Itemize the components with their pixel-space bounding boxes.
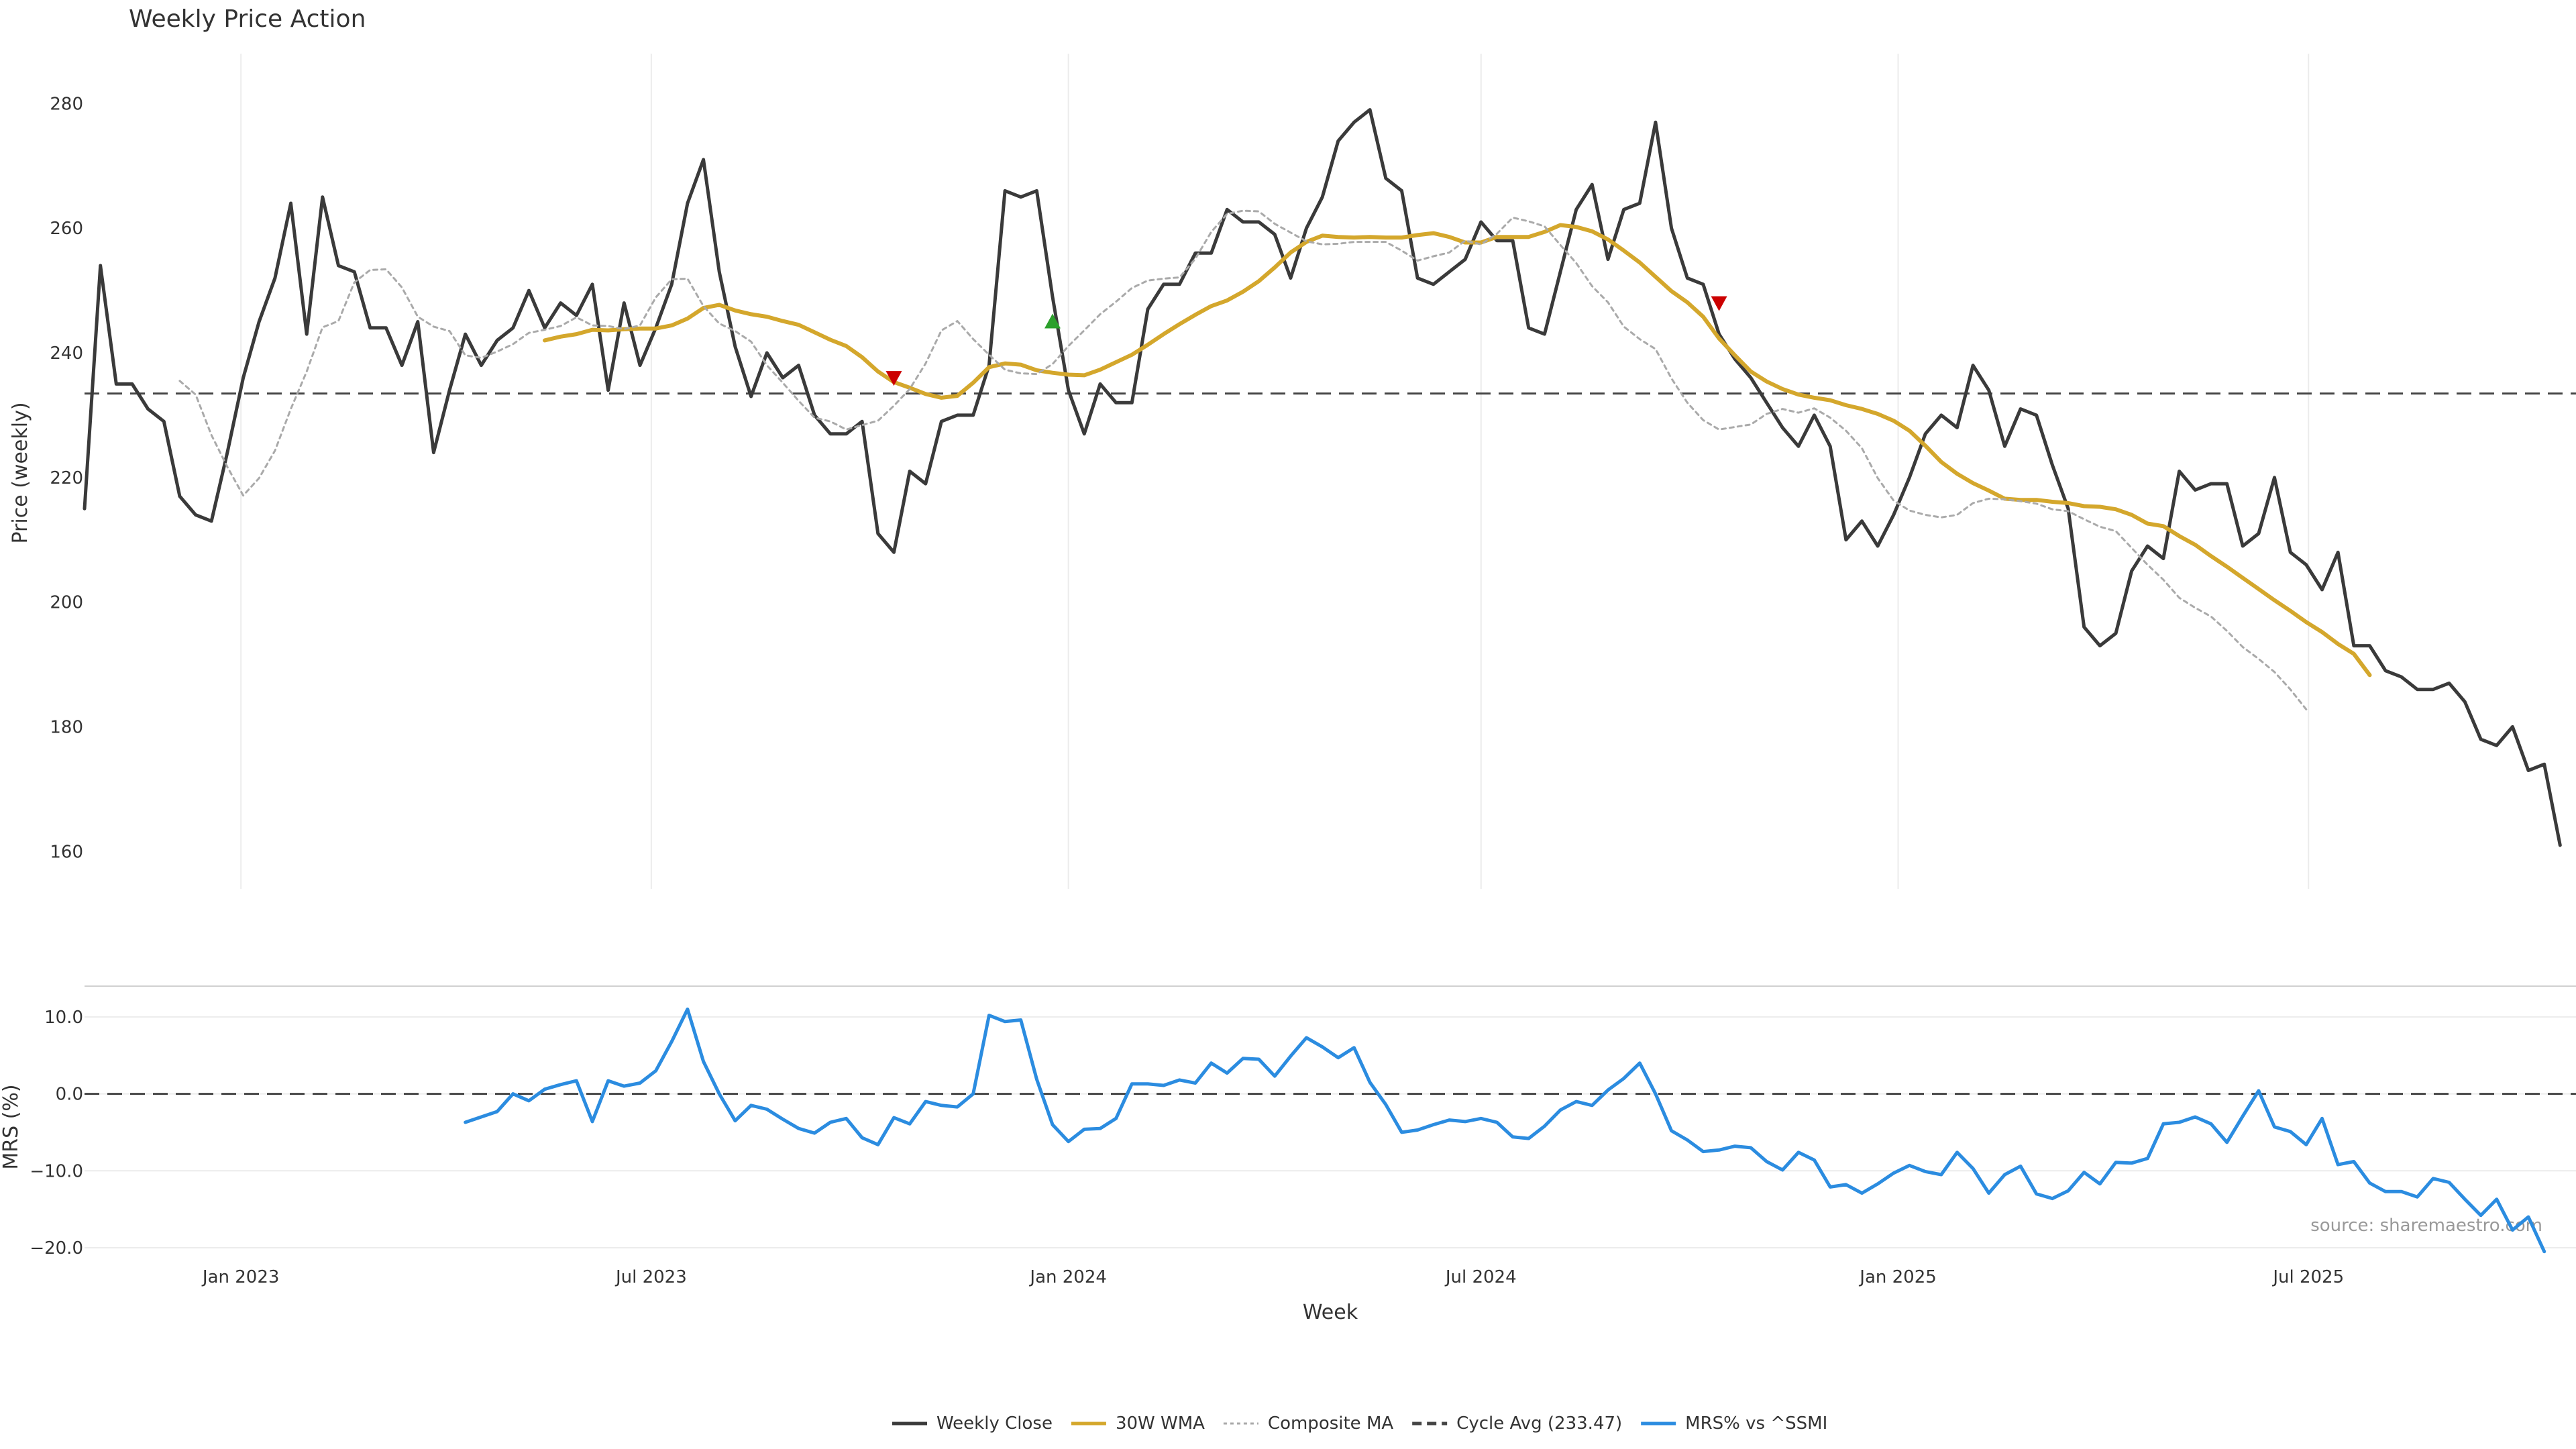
price-panel: 160 180 200 220 240 260 280	[50, 54, 2576, 889]
mrs-series-mrs-vs-ssmi	[464, 1007, 2546, 1254]
price-y-tick-label: 180	[50, 717, 83, 737]
x-axis-label: Week	[1303, 1301, 1358, 1324]
price-y-tick-label: 220	[50, 468, 83, 488]
x-tick-label: Jul 2025	[2271, 1267, 2344, 1287]
mrs-y-axis-label: MRS (%)	[0, 1084, 23, 1169]
legend-label: Composite MA	[1268, 1413, 1393, 1434]
x-tick-label: Jan 2025	[1858, 1267, 1937, 1287]
mrs-y-tick-label: −20.0	[30, 1238, 83, 1258]
mrs-y-tick-label: −10.0	[30, 1161, 83, 1181]
chart-title: Weekly Price Action	[129, 5, 366, 33]
sell-signal-marker	[1711, 296, 1727, 311]
legend: Weekly Close 30W WMA Composite MA Cycle Avg…	[892, 1413, 1827, 1434]
source-annotation: source: sharemaestro.com	[2310, 1216, 2542, 1236]
mrs-panel: −20.0 −10.0 0.0 10.0 Jan 2023 Jul 2023 Jan 202…	[30, 985, 2576, 1287]
price-y-tick-label: 240	[50, 343, 83, 364]
legend-label: Weekly Close	[936, 1413, 1053, 1434]
price-y-tick-label: 260	[50, 219, 83, 239]
x-tick-label: Jan 2024	[1028, 1267, 1107, 1287]
legend-label: Cycle Avg (233.47)	[1456, 1413, 1622, 1434]
price-y-axis-label: Price (weekly)	[9, 402, 32, 543]
price-series-composite-ma	[178, 209, 2308, 710]
mrs-y-tick-label: 10.0	[44, 1008, 83, 1028]
price-series-30w-wma	[543, 223, 2372, 678]
x-tick-label: Jul 2024	[1444, 1267, 1517, 1287]
price-y-tick-label: 280	[50, 94, 83, 114]
mrs-y-tick-label: 0.0	[56, 1085, 83, 1105]
price-y-tick-label: 160	[50, 842, 83, 862]
x-tick-label: Jul 2023	[614, 1267, 687, 1287]
sell-signal-marker	[885, 371, 902, 386]
legend-label: 30W WMA	[1116, 1413, 1205, 1434]
legend-label: MRS% vs ^SSMI	[1685, 1413, 1827, 1434]
price-y-tick-label: 200	[50, 593, 83, 613]
buy-signal-marker	[1044, 313, 1061, 329]
price-series-weekly-close	[83, 108, 2562, 847]
x-tick-label: Jan 2023	[201, 1267, 280, 1287]
